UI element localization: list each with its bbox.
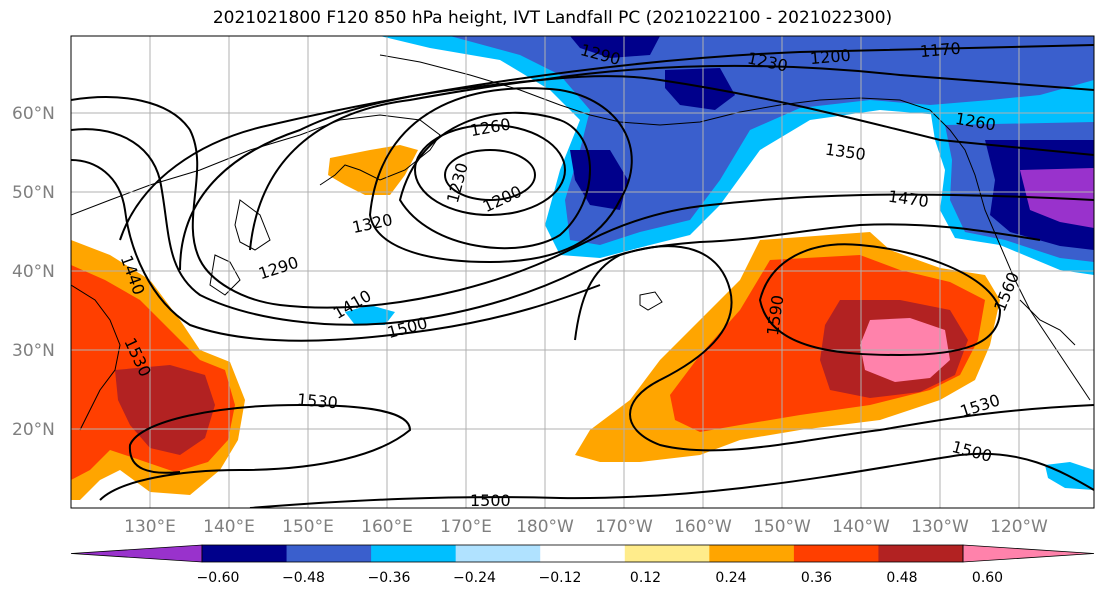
lon-label: 150°W <box>753 517 811 537</box>
colorbar-segment <box>455 545 541 562</box>
height-contours <box>71 44 1094 508</box>
colorbar-tick-label: 0.24 <box>715 570 746 586</box>
colorbar-tick-label: −0.24 <box>453 570 496 586</box>
lon-label: 150°E <box>282 517 334 537</box>
colorbar-tick-label: 0.48 <box>886 570 917 586</box>
colorbar-extension-max <box>962 544 1095 563</box>
contour-label: 1200 <box>809 46 851 68</box>
colorbar-tick-label: −0.60 <box>197 570 240 586</box>
map-frame <box>70 35 1095 509</box>
colorbar-tick-label: 0.12 <box>630 570 661 586</box>
lon-label: 140°E <box>203 517 255 537</box>
colorbar-segment <box>793 545 879 562</box>
lon-label: 170°W <box>595 517 653 537</box>
latitude-labels: 60°N 50°N 40°N 30°N 20°N <box>12 104 55 440</box>
colorbar-segment <box>709 545 795 562</box>
colorbar-tick-label: −0.48 <box>282 570 325 586</box>
lat-label: 60°N <box>12 104 55 124</box>
gridlines <box>71 36 1094 508</box>
coastlines <box>71 54 1091 431</box>
lon-label: 130°W <box>911 517 969 537</box>
longitude-labels: 130°E 140°E 150°E 160°E 170°E 180°W 170°… <box>124 517 1048 537</box>
lat-label: 20°N <box>12 420 55 440</box>
lon-label: 120°W <box>990 517 1048 537</box>
lon-label: 130°E <box>124 517 176 537</box>
lat-label: 50°N <box>12 183 55 203</box>
colorbar-segment <box>202 545 288 562</box>
colorbar-segment <box>878 545 964 562</box>
colorbar-segment <box>540 545 626 562</box>
contour-label: 1530 <box>296 390 338 412</box>
colorbar-tick-label: −0.36 <box>368 570 411 586</box>
colorbar: −0.60 −0.48 −0.36 −0.24 −0.12 0.12 0.24 0.36 0.4… <box>70 544 1095 586</box>
lat-label: 30°N <box>12 341 55 361</box>
contour-label: 1170 <box>919 39 961 61</box>
colorbar-extension-min <box>70 544 203 563</box>
lon-label: 160°E <box>361 517 413 537</box>
colorbar-tick-label: −0.12 <box>539 570 582 586</box>
contour-label: 1500 <box>470 491 511 510</box>
colorbar-segment <box>371 545 457 562</box>
lat-label: 40°N <box>12 262 55 282</box>
lon-label: 140°W <box>832 517 890 537</box>
colorbar-tick-label: 0.36 <box>801 570 832 586</box>
colorbar-segment <box>624 545 710 562</box>
lon-label: 170°E <box>440 517 492 537</box>
colorbar-segment <box>286 545 372 562</box>
map-title: 2021021800 F120 850 hPa height, IVT Land… <box>212 8 893 28</box>
lon-label: 180°W <box>516 517 574 537</box>
lon-label: 160°W <box>674 517 732 537</box>
colorbar-tick-label: 0.60 <box>972 570 1003 586</box>
